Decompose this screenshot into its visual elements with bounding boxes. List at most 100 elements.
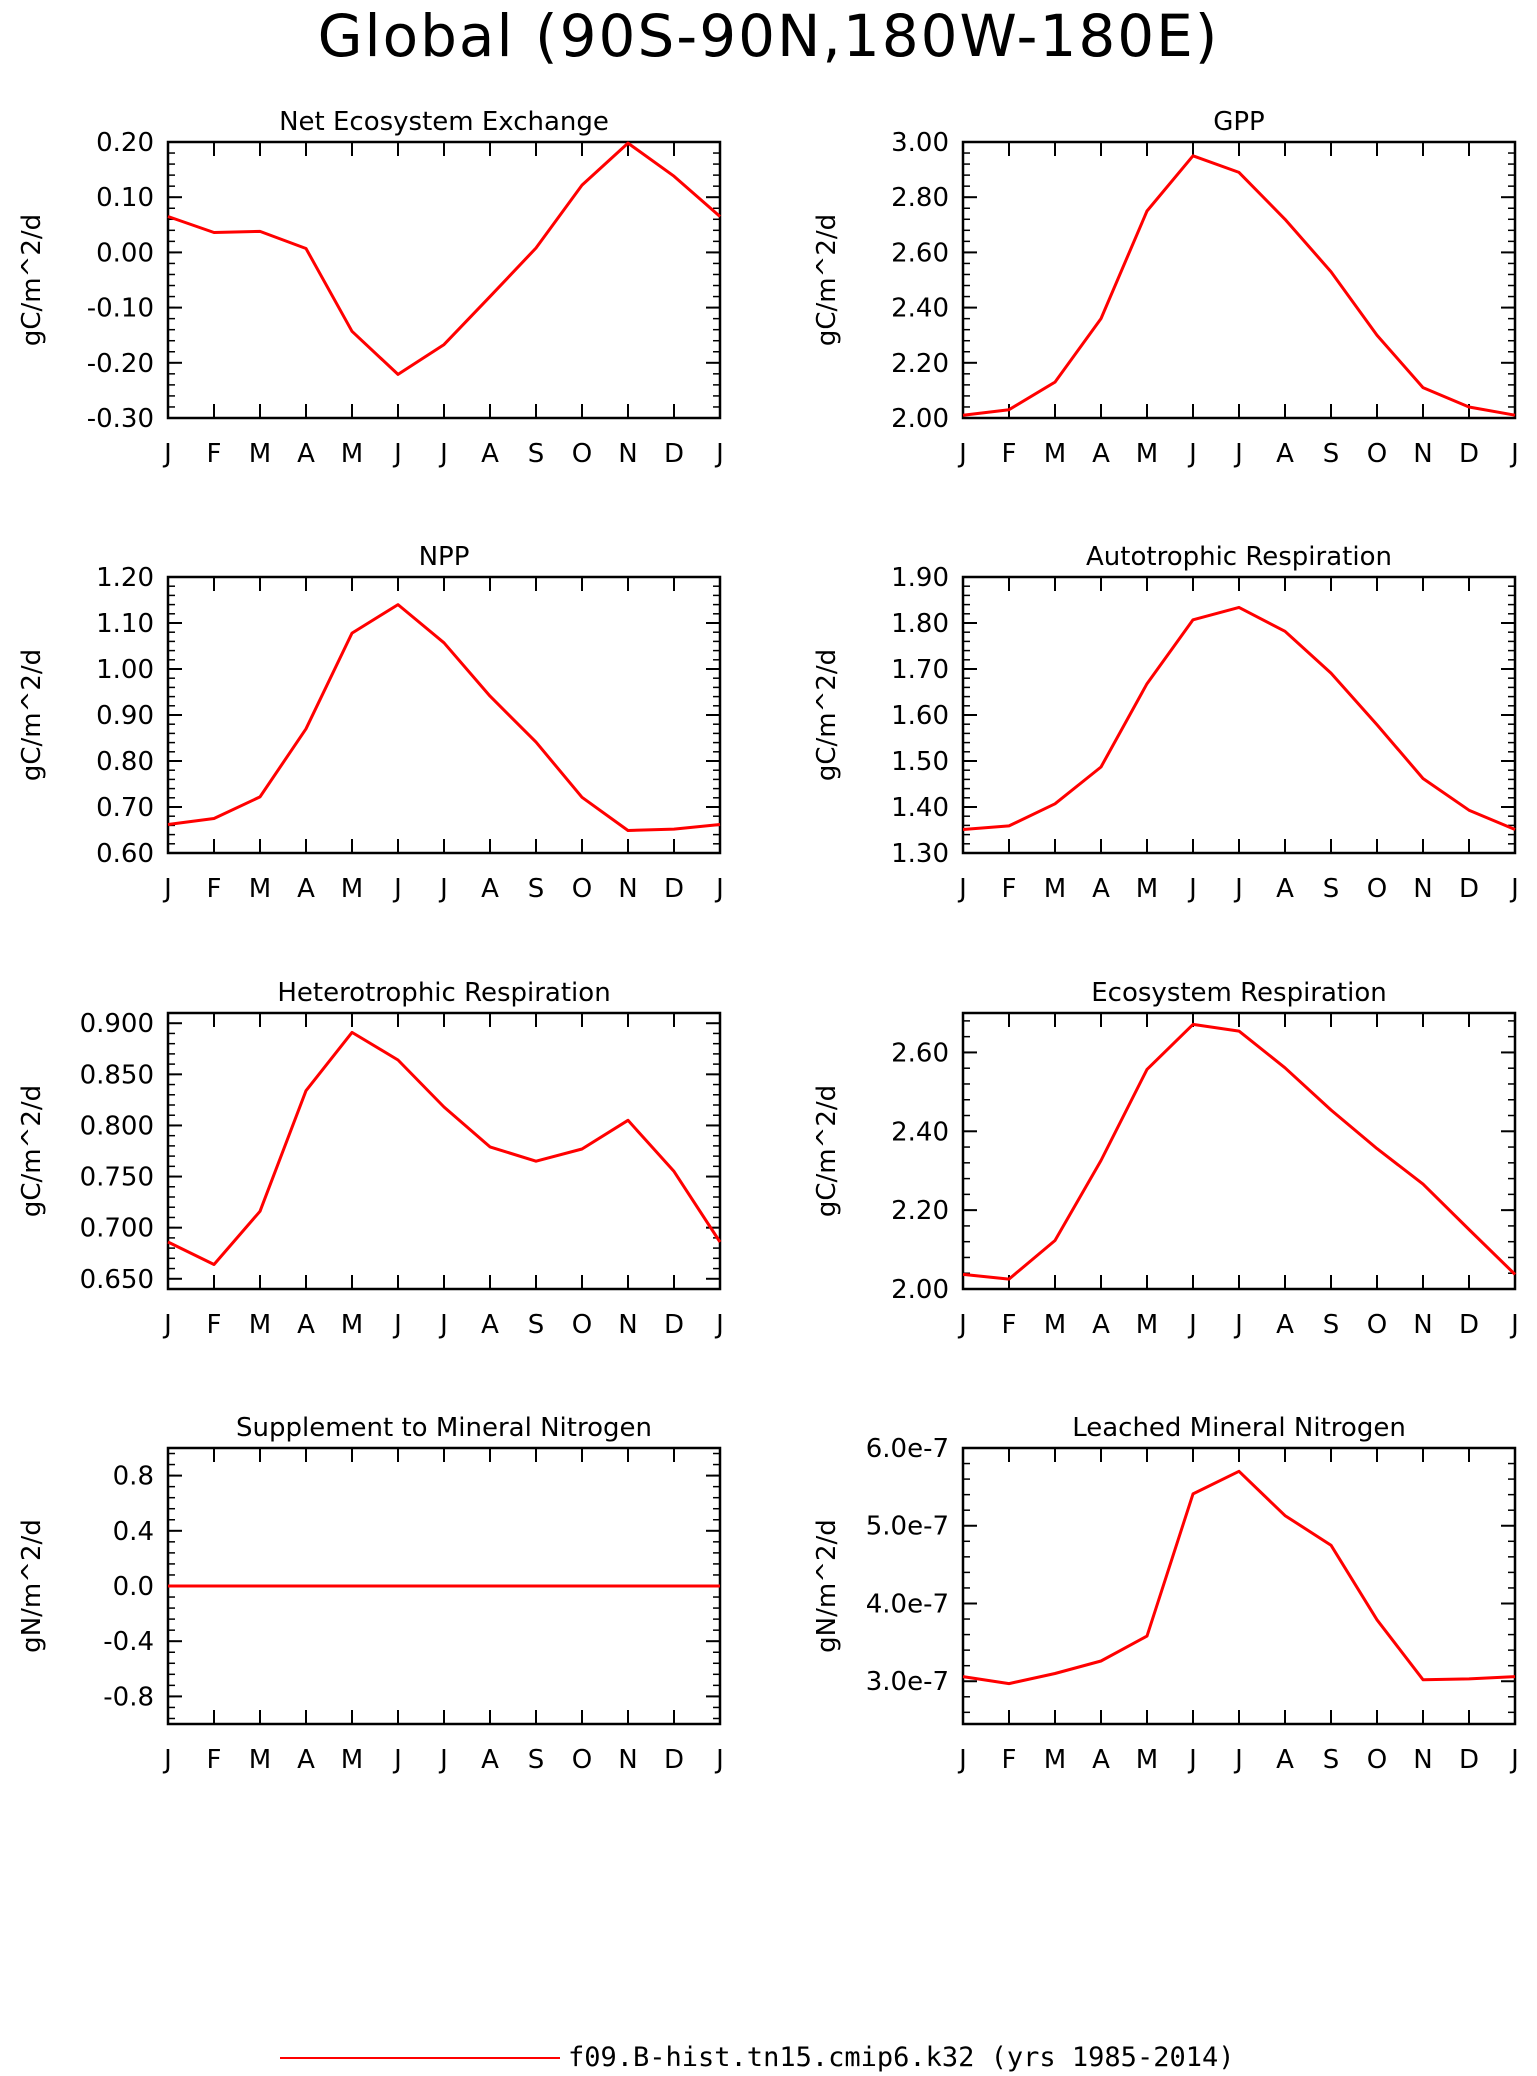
ecosystem-respiration-x-tick-label: J [1509,1310,1519,1340]
autotrophic-respiration-plot-frame [961,575,1517,855]
autotrophic-respiration-x-tick-label: O [1367,874,1387,904]
npp-y-tick-label: 0.60 [96,839,154,869]
npp-x-tick-label: S [528,874,545,904]
autotrophic-respiration-series-line [962,605,1516,831]
gpp-x-tick-label: A [1092,439,1110,469]
heterotrophic-respiration-x-tick-label: S [528,1310,545,1340]
heterotrophic-respiration-y-tick-label: 0.900 [80,1009,154,1039]
leached-mineral-nitrogen-x-tick-label: F [1002,1745,1017,1775]
leached-mineral-nitrogen-y-axis-label: gN/m^2/d [812,1519,842,1653]
net-ecosystem-exchange-y-tick-label: -0.20 [87,349,154,379]
autotrophic-respiration-x-tick-label: J [1233,874,1243,904]
heterotrophic-respiration-y-tick-label: 0.650 [80,1265,154,1295]
heterotrophic-respiration-y-tick-label: 0.800 [80,1111,154,1141]
legend-line-swatch [280,2057,560,2059]
gpp-x-tick-label: M [1044,439,1066,469]
heterotrophic-respiration-x-tick-label: M [341,1310,363,1340]
ecosystem-respiration-x-tick-label: J [1233,1310,1243,1340]
supplement-to-mineral-nitrogen-x-tick-label: A [481,1745,499,1775]
gpp-title: GPP [1213,107,1265,137]
npp-y-tick-label: 1.20 [96,563,154,593]
heterotrophic-respiration-y-axis-label: gC/m^2/d [17,1085,47,1217]
ecosystem-respiration-series-line [962,1022,1517,1281]
heterotrophic-respiration-y-tick-label: 0.750 [80,1163,154,1193]
gpp-y-tick-label: 2.20 [891,349,949,379]
leached-mineral-nitrogen-title: Leached Mineral Nitrogen [1072,1413,1406,1443]
supplement-to-mineral-nitrogen-x-tick-label: D [664,1745,684,1775]
ecosystem-respiration-y-tick-label: 2.00 [891,1275,949,1305]
supplement-to-mineral-nitrogen-x-tick-label: J [714,1745,724,1775]
leached-mineral-nitrogen-x-tick-label: D [1459,1745,1479,1775]
net-ecosystem-exchange-x-tick-label: J [714,439,724,469]
supplement-to-mineral-nitrogen-y-axis-label: gN/m^2/d [17,1519,47,1653]
leached-mineral-nitrogen-y-tick-label: 6.0e-7 [866,1434,949,1464]
ecosystem-respiration-x-tick-label: J [957,1310,967,1340]
chart-leached-mineral-nitrogen: J F M A M J J A S O N D J3.0e-74.0e-75.0e-76.0e-7Lea… [812,1413,1519,1775]
npp-x-tick-label: J [438,874,448,904]
ecosystem-respiration-y-tick-label: 2.60 [891,1038,949,1068]
npp-title: NPP [419,542,470,572]
gpp-y-tick-label: 2.40 [891,294,949,324]
ecosystem-respiration-x-tick-label: D [1459,1310,1479,1340]
autotrophic-respiration-y-tick-label: 1.70 [891,655,949,685]
net-ecosystem-exchange-plot-frame [166,140,722,420]
autotrophic-respiration-y-tick-label: 1.50 [891,747,949,777]
leached-mineral-nitrogen-x-tick-label: S [1323,1745,1340,1775]
net-ecosystem-exchange-x-tick-label: J [162,439,172,469]
npp-y-tick-label: 0.70 [96,793,154,823]
autotrophic-respiration-y-tick-label: 1.40 [891,793,949,823]
heterotrophic-respiration-series-line [167,1030,722,1266]
ecosystem-respiration-x-tick-label: A [1276,1310,1294,1340]
npp-x-tick-label: M [249,874,271,904]
supplement-to-mineral-nitrogen-y-tick-label: 0.8 [113,1462,154,1492]
net-ecosystem-exchange-y-tick-label: 0.00 [96,238,154,268]
net-ecosystem-exchange-series-line [167,141,721,376]
leached-mineral-nitrogen-x-tick-label: A [1276,1745,1294,1775]
chart-heterotrophic-respiration: J F M A M J J A S O N D J0.6500.7000.7500.8000.8500.… [17,978,724,1340]
ecosystem-respiration-y-tick-label: 2.40 [891,1117,949,1147]
net-ecosystem-exchange-y-tick-label: 0.20 [96,128,154,158]
autotrophic-respiration-x-tick-label: D [1459,874,1479,904]
npp-x-tick-label: A [481,874,499,904]
npp-x-tick-label: N [618,874,637,904]
supplement-to-mineral-nitrogen-x-tick-label: J [438,1745,448,1775]
gpp-plot-frame [961,140,1517,420]
leached-mineral-nitrogen-x-tick-label: J [1233,1745,1243,1775]
npp-x-tick-label: A [297,874,315,904]
supplement-to-mineral-nitrogen-x-tick-label: N [618,1745,637,1775]
npp-y-tick-label: 0.80 [96,747,154,777]
npp-x-tick-label: J [392,874,402,904]
gpp-series-line [962,154,1516,417]
leached-mineral-nitrogen-x-tick-label: O [1367,1745,1387,1775]
npp-x-tick-label: O [572,874,592,904]
chart-npp: J F M A M J J A S O N D J0.600.700.800.901.001.101.2… [17,542,724,904]
heterotrophic-respiration-x-tick-label: J [438,1310,448,1340]
ecosystem-respiration-y-tick-label: 2.20 [891,1196,949,1226]
ecosystem-respiration-x-tick-label: N [1413,1310,1432,1340]
heterotrophic-respiration-title: Heterotrophic Respiration [277,978,610,1008]
heterotrophic-respiration-x-tick-label: J [714,1310,724,1340]
legend-label: f09.B-hist.tn15.cmip6.k32 (yrs 1985-2014… [568,2042,1235,2073]
net-ecosystem-exchange-title: Net Ecosystem Exchange [279,107,609,137]
ecosystem-respiration-x-tick-label: O [1367,1310,1387,1340]
supplement-to-mineral-nitrogen-x-tick-label: M [249,1745,271,1775]
net-ecosystem-exchange-x-tick-label: J [438,439,448,469]
chart-supplement-to-mineral-nitrogen: J F M A M J J A S O N D J-0.8-0.40.00.40.8Supplement… [17,1413,724,1775]
npp-series-line [167,603,721,832]
heterotrophic-respiration-x-tick-label: M [249,1310,271,1340]
npp-y-tick-label: 0.90 [96,701,154,731]
net-ecosystem-exchange-x-tick-label: O [572,439,592,469]
leached-mineral-nitrogen-x-tick-label: N [1413,1745,1432,1775]
leached-mineral-nitrogen-y-tick-label: 4.0e-7 [866,1589,949,1619]
heterotrophic-respiration-x-tick-label: D [664,1310,684,1340]
gpp-y-axis-label: gC/m^2/d [812,214,842,346]
heterotrophic-respiration-y-tick-label: 0.700 [80,1214,154,1244]
leached-mineral-nitrogen-x-tick-label: J [1187,1745,1197,1775]
gpp-x-tick-label: N [1413,439,1432,469]
net-ecosystem-exchange-x-tick-label: D [664,439,684,469]
ecosystem-respiration-y-axis-label: gC/m^2/d [812,1085,842,1217]
autotrophic-respiration-x-tick-label: J [1187,874,1197,904]
supplement-to-mineral-nitrogen-x-tick-label: M [341,1745,363,1775]
chart-gpp: J F M A M J J A S O N D J2.002.202.402.602.803.00GPP… [812,107,1519,469]
legend: f09.B-hist.tn15.cmip6.k32 (yrs 1985-2014… [280,2040,1380,2076]
